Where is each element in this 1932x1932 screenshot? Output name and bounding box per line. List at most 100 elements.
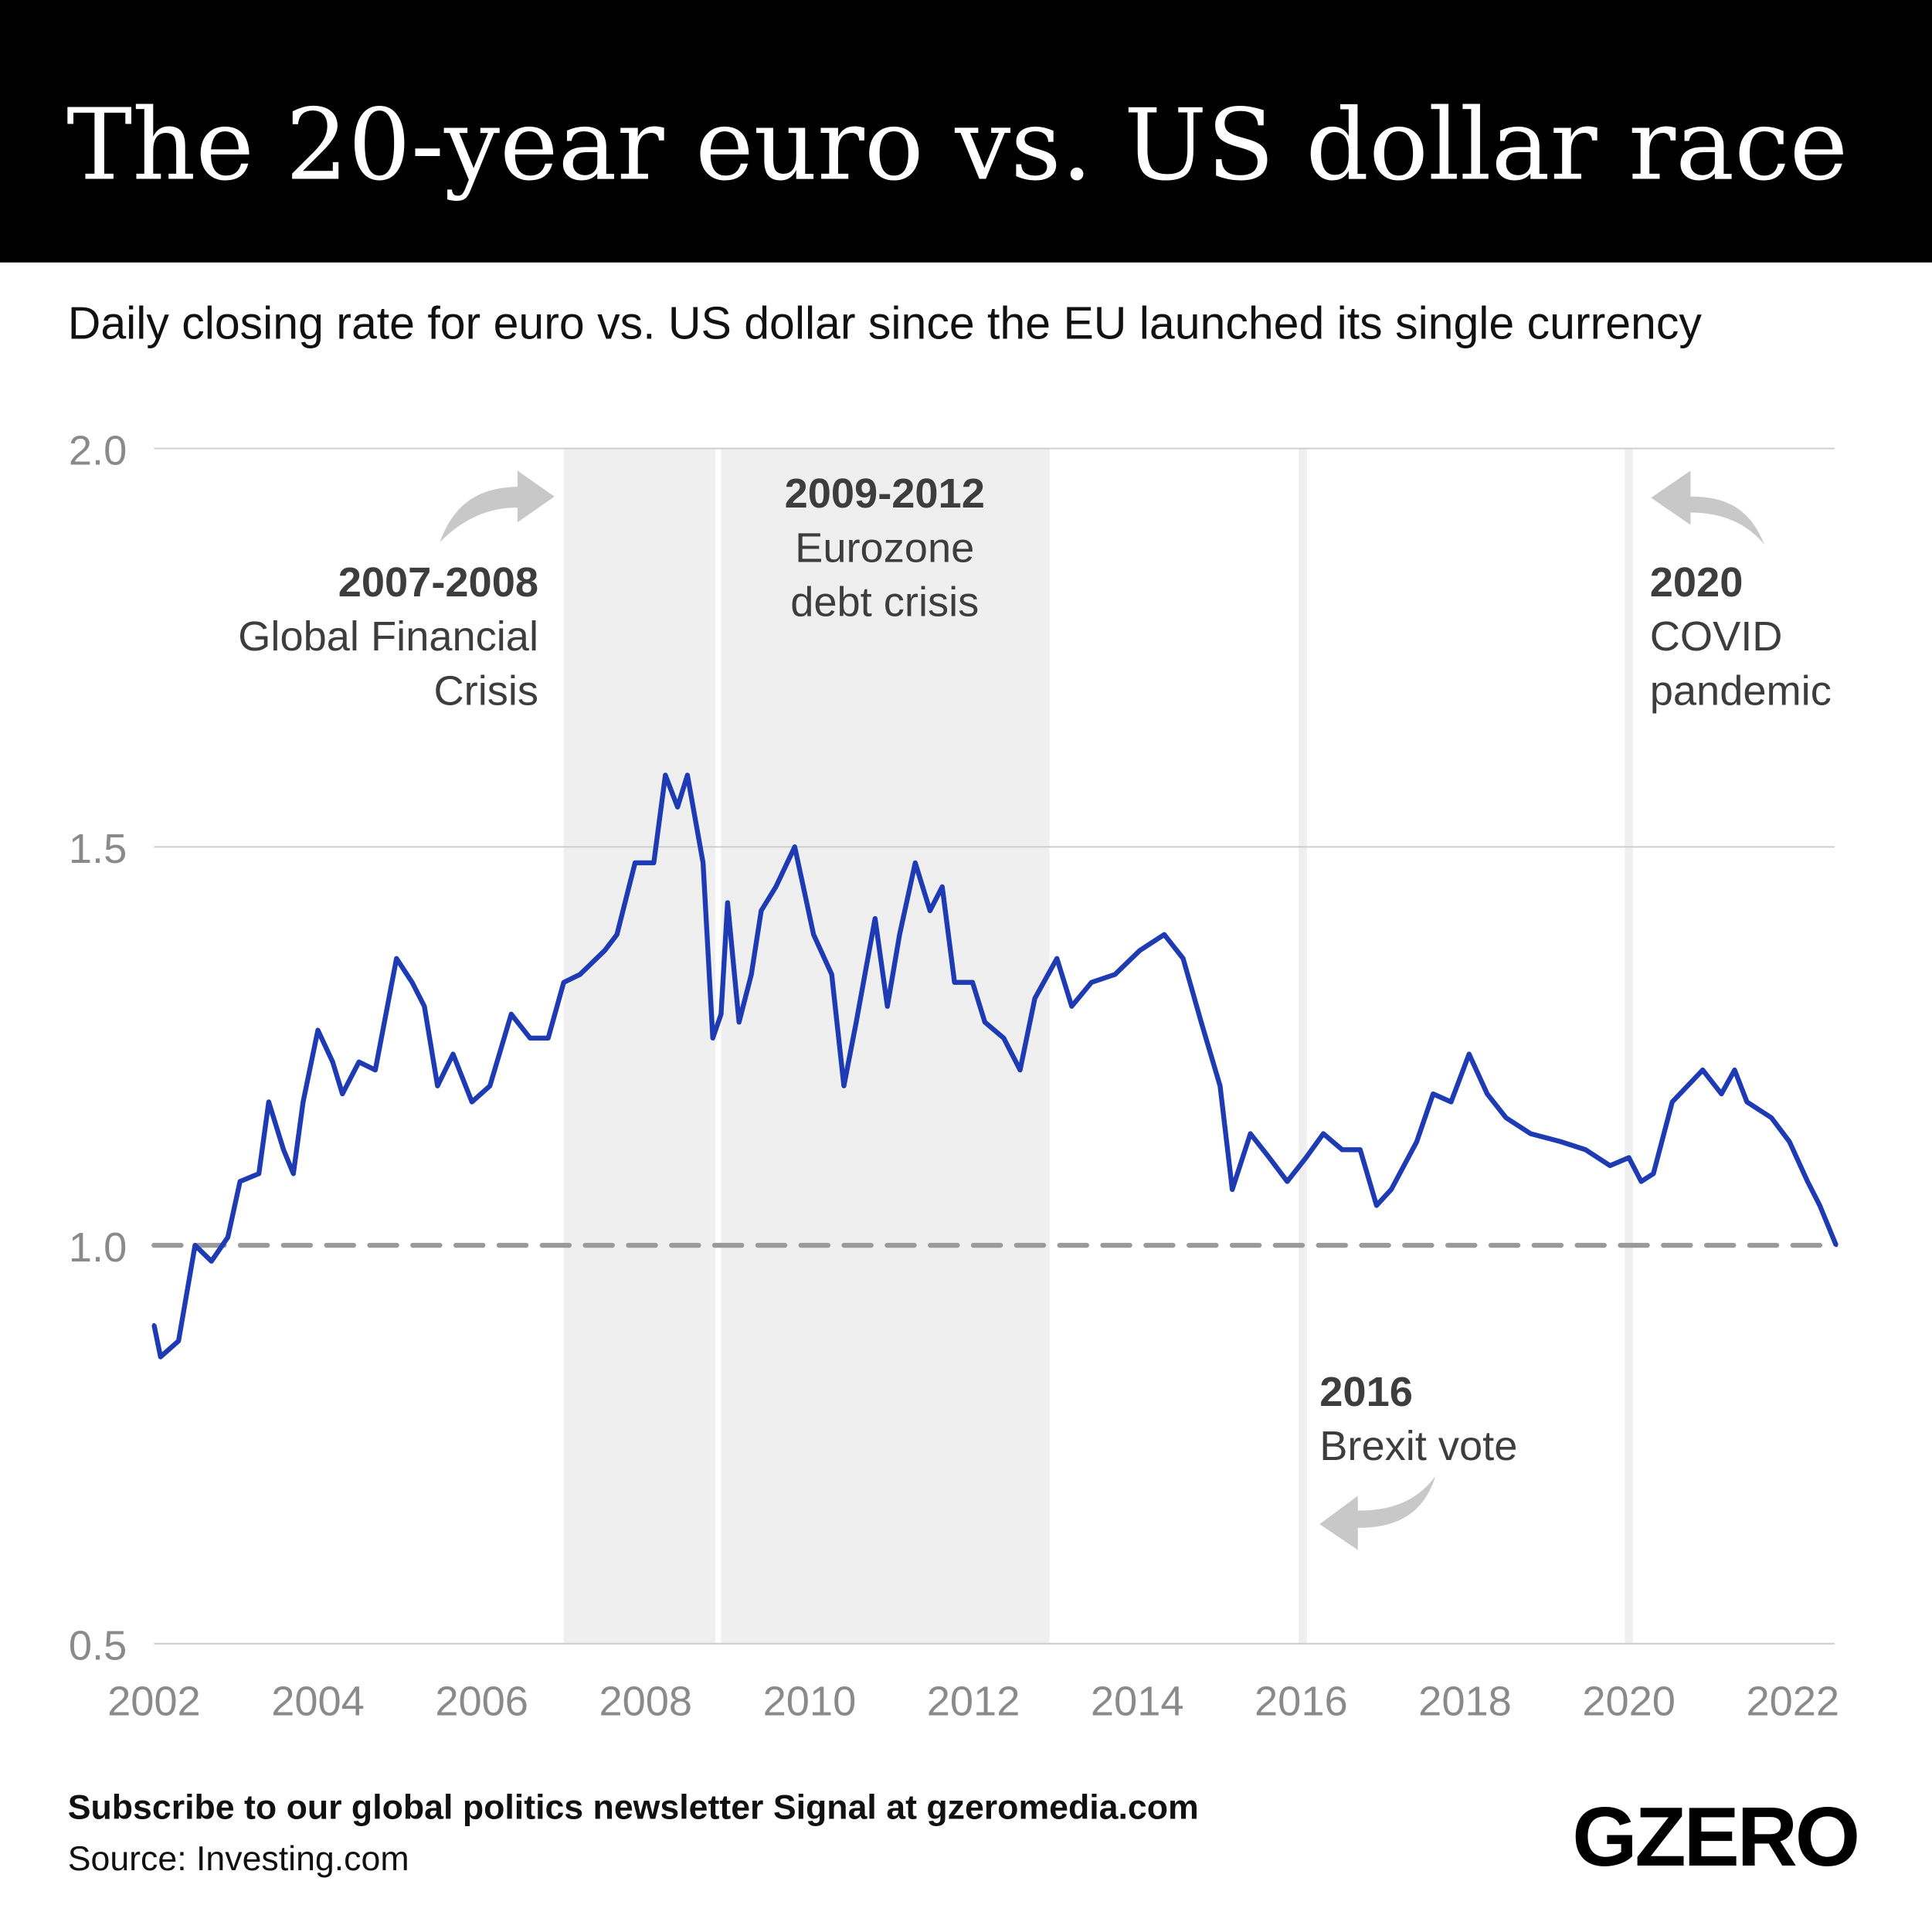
annotation-year: 2007-2008: [338, 559, 538, 606]
y-tick-label: 0.5: [69, 1622, 127, 1669]
data-point: [685, 773, 690, 777]
data-point: [546, 1036, 550, 1041]
data-point: [238, 1180, 243, 1183]
data-point: [1230, 1187, 1234, 1192]
data-point: [1389, 1187, 1394, 1192]
data-point: [1744, 1099, 1749, 1104]
data-point: [1528, 1132, 1533, 1136]
data-point: [373, 1068, 378, 1072]
header-bar: [0, 0, 1932, 263]
data-point: [711, 1036, 715, 1041]
arrow-left-icon: [1651, 470, 1765, 545]
data-point: [1089, 980, 1094, 985]
data-point: [509, 1012, 514, 1017]
data-point: [663, 773, 667, 777]
shaded-period: [563, 448, 715, 1644]
annotation-label: Global Financial: [238, 613, 538, 660]
shaded-period: [721, 448, 1050, 1644]
gridlines: [151, 447, 1838, 1645]
data-point: [226, 1235, 230, 1240]
data-point: [725, 901, 730, 905]
data-point: [970, 980, 975, 985]
shaded-period: [1299, 448, 1307, 1644]
annotation-year: 2009-2012: [785, 470, 985, 517]
arrow-left-icon: [1319, 1475, 1436, 1550]
data-point: [830, 972, 834, 976]
x-tick-label: 2008: [599, 1678, 692, 1724]
data-point: [983, 1020, 987, 1024]
data-point: [410, 980, 414, 985]
data-point: [1559, 1139, 1563, 1144]
annotation-label: pandemic: [1650, 667, 1832, 714]
data-point: [1485, 1092, 1489, 1096]
arrow-right-icon: [440, 470, 555, 542]
data-point: [675, 805, 680, 810]
data-point: [331, 1060, 335, 1064]
source-note: Source: Investing.com: [68, 1840, 409, 1878]
y-axis: 0.5 1.0 1.5 2.0: [69, 427, 127, 1669]
y-tick-label: 2.0: [69, 427, 127, 474]
annotation-label: debt crisis: [790, 579, 979, 626]
data-point: [158, 1355, 163, 1359]
x-tick-label: 2018: [1418, 1678, 1512, 1724]
data-point: [1834, 1243, 1839, 1248]
data-point: [1584, 1147, 1587, 1152]
x-tick-label: 2016: [1255, 1678, 1348, 1724]
data-point: [1374, 1204, 1379, 1207]
data-point: [652, 861, 656, 865]
data-point: [873, 916, 878, 921]
data-point: [316, 1028, 320, 1032]
data-point: [633, 861, 637, 865]
annotation-label: COVID: [1650, 613, 1783, 660]
data-point: [357, 1060, 361, 1064]
data-point: [1769, 1115, 1774, 1120]
data-point: [1733, 1068, 1737, 1072]
data-point: [1033, 996, 1037, 1000]
gzero-logo: GZERO: [1572, 1790, 1858, 1883]
x-tick-label: 2014: [1091, 1678, 1184, 1724]
data-point: [1414, 1139, 1419, 1144]
data-point: [394, 956, 399, 961]
data-point: [913, 861, 918, 865]
data-point: [1652, 1171, 1655, 1176]
data-point: [1670, 1099, 1675, 1104]
data-point: [603, 949, 607, 952]
data-point: [1639, 1180, 1643, 1183]
newsletter-cta[interactable]: Subscribe to our global politics newslet…: [68, 1788, 1199, 1826]
x-tick-label: 2004: [271, 1678, 365, 1724]
data-point: [842, 1084, 846, 1088]
data-point: [1001, 1036, 1006, 1041]
data-point: [578, 972, 582, 976]
data-point: [1504, 1115, 1508, 1120]
data-point: [1181, 956, 1185, 961]
data-point: [435, 1084, 440, 1088]
data-point: [301, 1099, 305, 1104]
data-point: [1018, 1068, 1022, 1072]
data-point: [1720, 1092, 1723, 1096]
x-tick-label: 2022: [1746, 1678, 1839, 1724]
annotation-label: Crisis: [433, 667, 538, 714]
data-point: [281, 1147, 286, 1152]
data-point: [1162, 932, 1166, 937]
data-point: [1788, 1139, 1791, 1144]
page-title: The 20-year euro vs. US dollar race: [66, 88, 1848, 202]
data-point: [940, 885, 945, 889]
data-point: [1358, 1147, 1363, 1152]
data-point: [193, 1243, 197, 1248]
data-point: [1467, 1052, 1472, 1056]
data-point: [615, 932, 620, 937]
data-point: [1137, 949, 1142, 952]
data-point: [562, 980, 566, 985]
y-tick-label: 1.0: [69, 1224, 127, 1271]
x-tick-label: 2012: [927, 1678, 1020, 1724]
data-point: [470, 1099, 474, 1104]
data-point: [1304, 1156, 1309, 1160]
data-point: [256, 1171, 261, 1176]
annotation-label: Brexit vote: [1319, 1423, 1517, 1469]
data-point: [1339, 1147, 1344, 1152]
data-point: [701, 861, 705, 865]
data-point: [928, 908, 932, 913]
x-tick-label: 2010: [763, 1678, 857, 1724]
annotation-year: 2016: [1319, 1369, 1413, 1415]
